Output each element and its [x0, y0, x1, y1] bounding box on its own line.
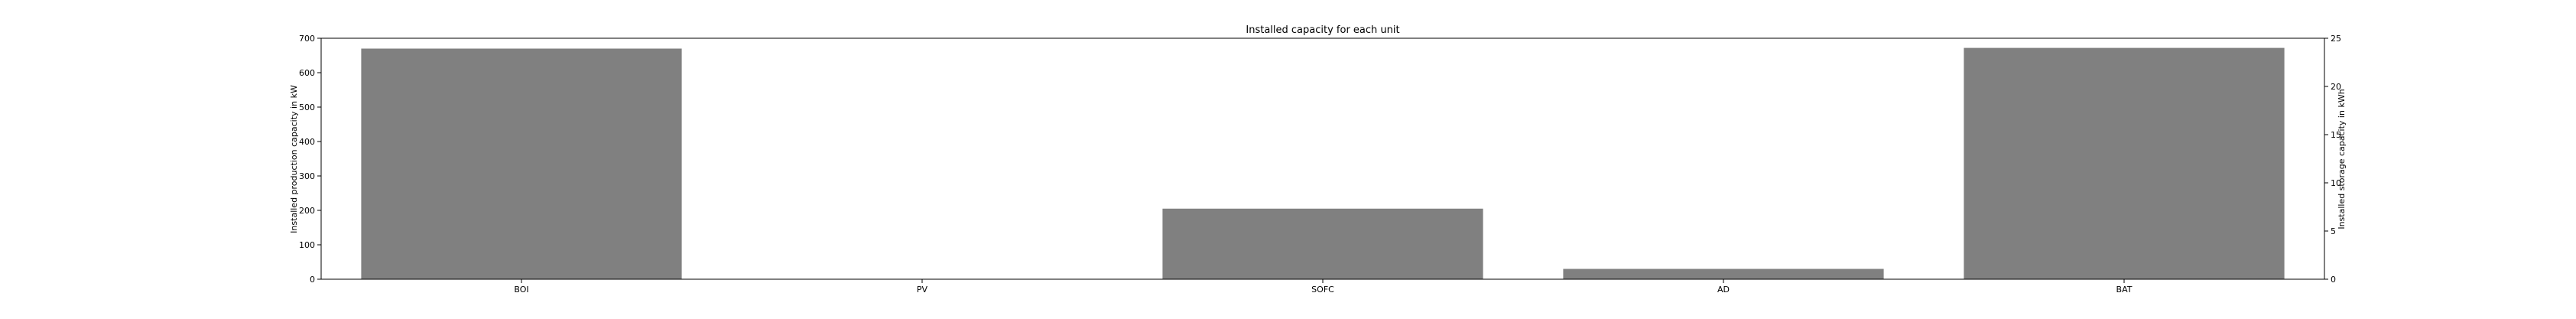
- x-tick-label-bat: BAT: [2116, 285, 2133, 295]
- right-axis: 0 5 10 15 20 25: [2324, 34, 2341, 285]
- x-axis: BOI PV SOFC AD BAT: [514, 279, 2133, 295]
- bar-boi: [361, 48, 682, 279]
- bars: [361, 47, 2285, 279]
- y-tick-label-right: 15: [2331, 130, 2341, 140]
- chart-title: Installed capacity for each unit: [1246, 24, 1399, 36]
- y-tick-label-left: 0: [310, 275, 315, 285]
- y-tick-label-right: 25: [2331, 34, 2341, 44]
- left-axis: 0 100 200 300 400 500 600 700: [299, 34, 321, 285]
- x-tick-label-sofc: SOFC: [1311, 285, 1334, 295]
- y-tick-label-right: 20: [2331, 82, 2341, 92]
- y-tick-label-right: 10: [2331, 178, 2341, 188]
- bar-ad: [1563, 269, 1884, 279]
- y-tick-label-right: 0: [2331, 275, 2336, 285]
- y-tick-label-left: 600: [299, 68, 315, 78]
- x-tick-label-pv: PV: [917, 285, 928, 295]
- x-tick-label-ad: AD: [1717, 285, 1730, 295]
- y-tick-label-left: 700: [299, 34, 315, 44]
- y-tick-label-left: 100: [299, 240, 315, 250]
- y-axis-label-left: Installed production capacity in kW: [289, 85, 299, 233]
- x-tick-label-boi: BOI: [514, 285, 528, 295]
- y-tick-label-left: 400: [299, 137, 315, 147]
- bar-bat: [1964, 47, 2285, 279]
- y-tick-label-right: 5: [2331, 226, 2336, 236]
- y-tick-label-left: 500: [299, 103, 315, 112]
- y-tick-label-left: 300: [299, 171, 315, 181]
- y-tick-label-left: 200: [299, 206, 315, 216]
- y-axis-label-right: Installed storage capacity in kWh: [2337, 89, 2347, 229]
- bar-sofc: [1162, 208, 1483, 279]
